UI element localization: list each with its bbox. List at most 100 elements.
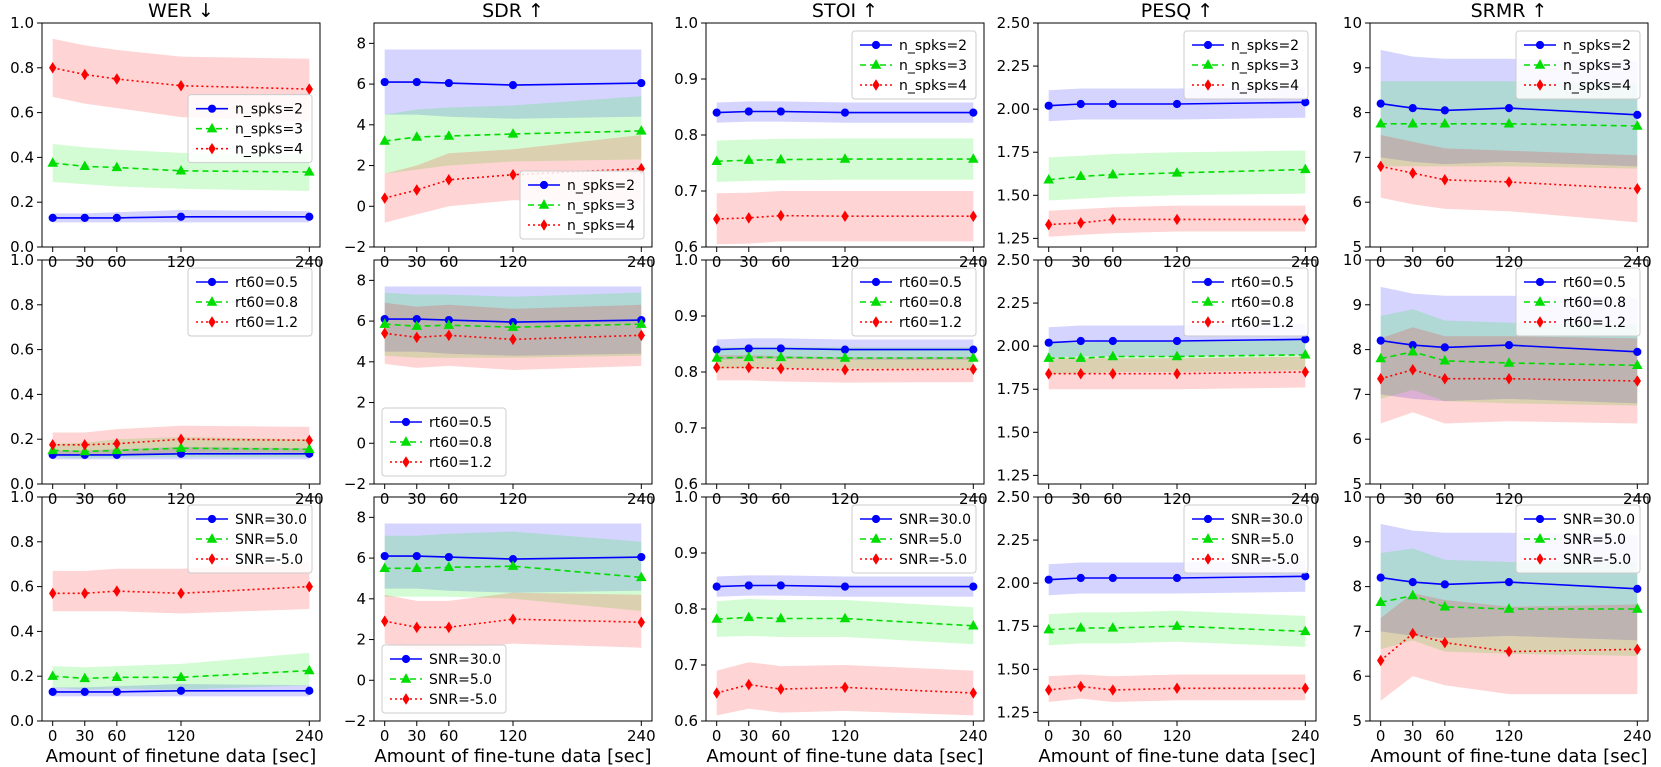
data-point-2-3 — [1505, 176, 1513, 188]
data-point-2-3 — [841, 364, 849, 376]
x-tick-label: 60 — [107, 490, 126, 508]
y-tick-label: 0.7 — [674, 656, 698, 674]
x-tick-label: 0 — [48, 490, 58, 508]
legend-marker — [1535, 277, 1545, 287]
data-point-2-3 — [509, 168, 517, 181]
legend-marker — [401, 417, 411, 427]
legend-marker — [871, 514, 881, 524]
y-tick-label: 1.0 — [10, 14, 34, 32]
x-tick-label: 120 — [1163, 490, 1192, 508]
data-point-0-2 — [444, 552, 453, 562]
x-tick-label: 0 — [48, 727, 58, 745]
y-tick-label: 6 — [356, 75, 366, 93]
data-point-1-4 — [1632, 359, 1643, 369]
legend-label: SNR=5.0 — [1231, 532, 1294, 548]
data-point-1-0 — [711, 613, 722, 623]
x-tick-label: 30 — [1071, 253, 1090, 271]
data-point-2-4 — [305, 434, 313, 447]
y-tick-label: 0.9 — [674, 70, 698, 88]
x-tick-label: 60 — [771, 727, 790, 745]
legend-marker — [206, 533, 218, 543]
legend-label: rt60=1.2 — [1563, 315, 1626, 331]
data-point-1-0 — [47, 157, 58, 167]
data-point-1-1 — [743, 351, 755, 362]
legend-box — [381, 644, 507, 714]
y-tick-label: 4 — [356, 590, 366, 608]
data-point-1-4 — [636, 318, 647, 328]
legend-marker — [400, 673, 412, 683]
data-point-1-2 — [111, 161, 123, 172]
legend-label: rt60=0.8 — [235, 295, 298, 311]
data-point-2-1 — [745, 212, 753, 224]
data-point-1-2 — [775, 153, 787, 164]
y-tick-label: 5 — [1352, 238, 1362, 256]
legend-box — [851, 30, 977, 100]
data-point-1-3 — [1503, 357, 1515, 367]
data-point-0-1 — [412, 551, 421, 561]
data-point-2-4 — [637, 616, 645, 628]
y-tick-label: 0 — [356, 197, 366, 215]
y-tick-label: 0.8 — [10, 296, 34, 314]
data-point-0-0 — [712, 108, 721, 117]
legend-box — [187, 504, 313, 574]
legend-box — [1183, 267, 1309, 337]
x-tick-label: 30 — [1403, 490, 1422, 508]
x-tick-label: 60 — [1435, 727, 1454, 745]
y-tick-label: 2 — [356, 631, 366, 649]
legend-marker — [206, 122, 218, 133]
legend-marker — [1534, 59, 1546, 69]
data-point-1-3 — [1171, 620, 1183, 630]
series-line-SNR-2 — [384, 618, 642, 629]
data-point-0-0 — [1376, 573, 1385, 582]
y-tick-label: 0.8 — [10, 59, 34, 77]
legend-box — [381, 407, 507, 477]
data-point-1-4 — [636, 125, 647, 135]
y-tick-label: 9 — [1352, 59, 1362, 77]
x-tick-label: 120 — [831, 490, 860, 508]
x-tick-label: 120 — [1163, 727, 1192, 745]
data-point-2-1 — [1077, 680, 1085, 693]
data-point-2-0 — [1045, 684, 1053, 696]
data-point-2-0 — [49, 587, 57, 600]
data-point-2-4 — [1301, 366, 1309, 378]
x-tick-label: 0 — [380, 253, 390, 271]
data-point-0-3 — [1172, 573, 1182, 583]
data-point-1-4 — [304, 166, 315, 176]
x-tick-label: 30 — [739, 253, 758, 271]
data-point-2-0 — [49, 62, 57, 74]
data-point-1-4 — [304, 443, 315, 453]
data-point-0-2 — [776, 107, 785, 116]
data-point-2-0 — [713, 687, 721, 699]
data-point-0-0 — [1044, 101, 1053, 110]
legend-marker — [207, 514, 217, 524]
data-point-0-4 — [1633, 110, 1642, 119]
data-point-0-2 — [776, 581, 785, 590]
y-tick-label: 2.25 — [997, 531, 1030, 549]
legend-marker — [1534, 533, 1546, 543]
x-tick-label: 60 — [107, 253, 126, 271]
x-tick-label: 30 — [75, 490, 94, 508]
data-point-1-3 — [175, 165, 187, 175]
data-point-2-0 — [381, 615, 389, 627]
data-point-0-0 — [712, 345, 721, 354]
data-point-0-0 — [48, 687, 57, 696]
legend: rt60=0.5 rt60=0.8 rt60=1.2 — [187, 267, 313, 337]
data-point-0-2 — [1108, 336, 1117, 346]
y-tick-label: 0 — [356, 434, 366, 452]
data-point-1-1 — [79, 672, 91, 683]
legend-marker — [402, 456, 410, 468]
legend-marker — [1535, 514, 1545, 524]
chart-title: SRMR ↑ — [1471, 0, 1548, 22]
legend-marker — [1204, 79, 1212, 91]
y-tick-label: 0.6 — [10, 341, 34, 359]
data-point-0-4 — [637, 552, 646, 562]
data-point-0-3 — [1504, 104, 1514, 113]
data-point-1-2 — [1107, 622, 1119, 632]
x-tick-label: 240 — [1291, 727, 1320, 745]
y-tick-label: 4 — [356, 353, 366, 371]
y-tick-label: −2 — [344, 712, 366, 730]
data-point-1-1 — [411, 131, 423, 141]
